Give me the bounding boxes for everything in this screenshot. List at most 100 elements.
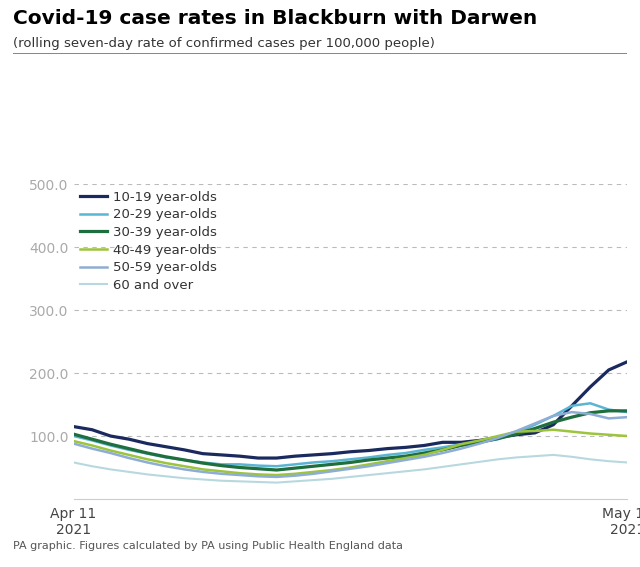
60 and over [494, 456, 502, 463]
Text: (rolling seven-day rate of confirmed cases per 100,000 people): (rolling seven-day rate of confirmed cas… [13, 37, 435, 50]
60 and over [550, 451, 557, 458]
60 and over [365, 472, 372, 479]
60 and over [420, 466, 428, 473]
30-39 year-olds [347, 459, 355, 466]
20-29 year-olds [605, 406, 612, 413]
10-19 year-olds [273, 455, 280, 462]
50-59 year-olds [291, 472, 299, 479]
20-29 year-olds [476, 439, 483, 446]
60 and over [199, 476, 207, 483]
50-59 year-olds [125, 455, 133, 462]
40-49 year-olds [236, 469, 244, 476]
60 and over [70, 459, 77, 466]
20-29 year-olds [236, 461, 244, 468]
30-39 year-olds [273, 467, 280, 473]
30-39 year-olds [365, 456, 372, 463]
60 and over [439, 463, 447, 470]
10-19 year-olds [513, 431, 520, 438]
30-39 year-olds [162, 454, 170, 460]
60 and over [623, 459, 631, 466]
50-59 year-olds [218, 471, 225, 477]
Text: Covid-19 case rates in Blackburn with Darwen: Covid-19 case rates in Blackburn with Da… [13, 9, 537, 28]
40-49 year-olds [383, 458, 391, 464]
30-39 year-olds [550, 419, 557, 426]
40-49 year-olds [310, 468, 317, 475]
40-49 year-olds [70, 438, 77, 445]
30-39 year-olds [328, 461, 336, 468]
50-59 year-olds [383, 460, 391, 467]
60 and over [180, 475, 188, 481]
50-59 year-olds [457, 445, 465, 452]
50-59 year-olds [236, 472, 244, 479]
10-19 year-olds [550, 421, 557, 428]
10-19 year-olds [254, 455, 262, 462]
20-29 year-olds [273, 463, 280, 469]
10-19 year-olds [568, 403, 576, 409]
10-19 year-olds [494, 434, 502, 441]
60 and over [457, 461, 465, 468]
50-59 year-olds [143, 459, 151, 466]
40-49 year-olds [420, 451, 428, 458]
10-19 year-olds [420, 442, 428, 449]
50-59 year-olds [568, 409, 576, 416]
50-59 year-olds [513, 428, 520, 434]
30-39 year-olds [88, 436, 96, 443]
20-29 year-olds [623, 409, 631, 416]
60 and over [605, 458, 612, 464]
10-19 year-olds [402, 444, 410, 451]
30-39 year-olds [310, 463, 317, 469]
10-19 year-olds [457, 439, 465, 446]
10-19 year-olds [476, 437, 483, 444]
Line: 30-39 year-olds: 30-39 year-olds [74, 411, 627, 470]
50-59 year-olds [88, 445, 96, 452]
20-29 year-olds [254, 462, 262, 469]
40-49 year-olds [107, 447, 115, 454]
20-29 year-olds [568, 403, 576, 409]
60 and over [513, 454, 520, 461]
10-19 year-olds [125, 436, 133, 443]
60 and over [347, 473, 355, 480]
40-49 year-olds [365, 461, 372, 468]
30-39 year-olds [457, 442, 465, 449]
40-49 year-olds [180, 463, 188, 469]
50-59 year-olds [586, 411, 594, 417]
50-59 year-olds [531, 420, 539, 427]
20-29 year-olds [383, 451, 391, 458]
10-19 year-olds [347, 448, 355, 455]
30-39 year-olds [513, 431, 520, 438]
60 and over [402, 468, 410, 475]
30-39 year-olds [107, 441, 115, 447]
50-59 year-olds [550, 412, 557, 419]
Line: 20-29 year-olds: 20-29 year-olds [74, 403, 627, 466]
30-39 year-olds [383, 455, 391, 462]
10-19 year-olds [236, 453, 244, 460]
10-19 year-olds [162, 443, 170, 450]
10-19 year-olds [439, 439, 447, 446]
10-19 year-olds [180, 446, 188, 453]
10-19 year-olds [531, 429, 539, 436]
10-19 year-olds [365, 447, 372, 454]
10-19 year-olds [218, 451, 225, 458]
50-59 year-olds [254, 473, 262, 480]
20-29 year-olds [310, 459, 317, 466]
40-49 year-olds [439, 446, 447, 453]
20-29 year-olds [402, 450, 410, 456]
40-49 year-olds [125, 451, 133, 458]
30-39 year-olds [476, 439, 483, 446]
Line: 50-59 year-olds: 50-59 year-olds [74, 412, 627, 477]
30-39 year-olds [586, 409, 594, 416]
30-39 year-olds [531, 425, 539, 432]
30-39 year-olds [143, 450, 151, 456]
50-59 year-olds [420, 454, 428, 460]
50-59 year-olds [365, 463, 372, 469]
40-49 year-olds [494, 433, 502, 439]
60 and over [273, 479, 280, 486]
Text: PA graphic. Figures calculated by PA using Public Health England data: PA graphic. Figures calculated by PA usi… [13, 541, 403, 551]
10-19 year-olds [310, 451, 317, 458]
10-19 year-olds [291, 453, 299, 460]
50-59 year-olds [605, 415, 612, 422]
20-29 year-olds [586, 400, 594, 407]
20-29 year-olds [162, 454, 170, 461]
60 and over [218, 477, 225, 484]
40-49 year-olds [254, 471, 262, 478]
